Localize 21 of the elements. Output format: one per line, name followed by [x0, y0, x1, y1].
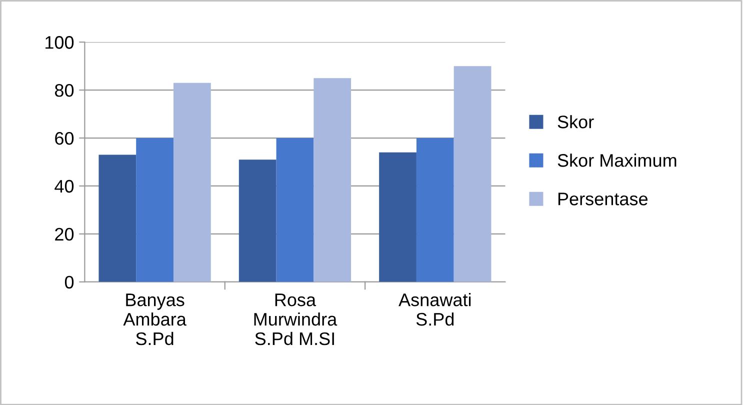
- y-tick-label: 60: [55, 132, 74, 145]
- y-tick-label: 40: [54, 180, 74, 193]
- y-tick-label: 100: [46, 36, 74, 49]
- legend-label: Skor: [558, 115, 594, 128]
- bar: [379, 152, 416, 282]
- legend-label: Skor Maximum: [558, 154, 676, 167]
- x-tick-label: Rosa Murwindra S.Pd M.SI: [254, 294, 338, 346]
- bar: [98, 154, 136, 282]
- bar: [454, 66, 492, 282]
- bar: [173, 82, 211, 282]
- bar: [416, 138, 454, 282]
- legend-label: Persentase: [558, 192, 648, 206]
- bar: [314, 78, 352, 282]
- bar: [276, 138, 314, 282]
- y-tick-label: 0: [64, 276, 74, 289]
- y-tick-label: 80: [54, 84, 74, 97]
- x-tick-label: Asnawati S.Pd: [398, 292, 471, 326]
- bar: [238, 160, 276, 282]
- bar: [136, 138, 174, 282]
- y-tick-label: 20: [55, 228, 74, 241]
- x-tick-label: Banyas Ambara S.Pd: [123, 294, 186, 346]
